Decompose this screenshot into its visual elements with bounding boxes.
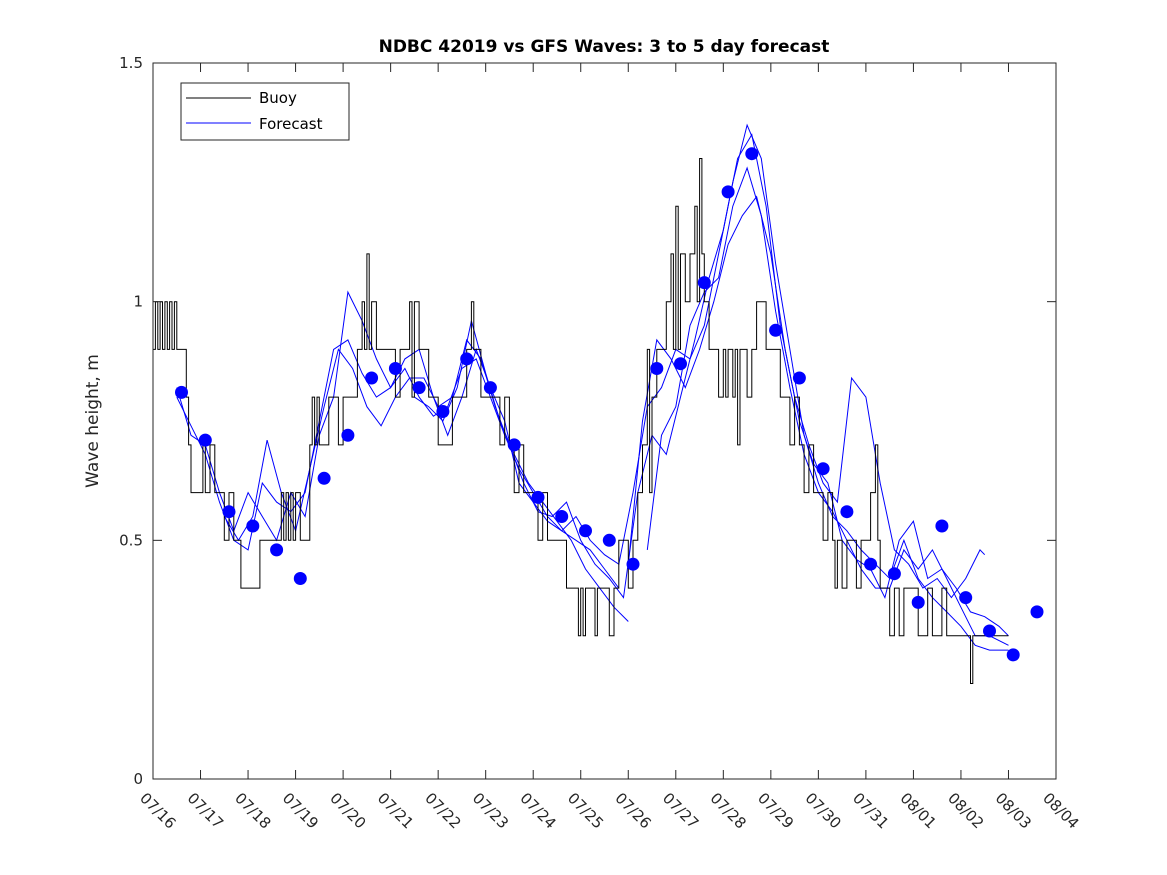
forecast-marker <box>602 533 616 547</box>
chart-title: NDBC 42019 vs GFS Waves: 3 to 5 day fore… <box>379 37 830 57</box>
forecast-marker <box>816 462 830 476</box>
forecast-marker <box>317 471 331 485</box>
legend-label-forecast: Forecast <box>259 115 323 133</box>
forecast-marker <box>436 405 450 418</box>
forecast-marker <box>412 381 426 395</box>
forecast-line-3 <box>223 133 986 599</box>
forecast-marker <box>1030 605 1044 619</box>
forecast-marker <box>769 323 783 337</box>
forecast-marker <box>935 519 949 533</box>
forecast-marker <box>388 362 402 375</box>
forecast-marker <box>792 371 806 385</box>
forecast-marker <box>674 357 687 371</box>
forecast-line-4 <box>414 320 629 622</box>
forecast-marker <box>341 428 355 442</box>
data-layer <box>153 123 1044 684</box>
forecast-marker <box>911 595 925 609</box>
forecast-marker <box>745 147 759 161</box>
forecast-marker <box>531 490 545 504</box>
y-axis-label: Wave height, m <box>83 354 103 488</box>
forecast-marker <box>983 624 996 638</box>
forecast-marker <box>650 362 664 375</box>
forecast-marker <box>293 572 307 585</box>
forecast-marker <box>887 567 901 581</box>
forecast-line-6 <box>646 166 1009 646</box>
forecast-marker <box>270 543 284 557</box>
buoy-line <box>153 158 1009 684</box>
forecast-marker <box>246 519 260 533</box>
forecast-marker <box>721 185 735 199</box>
legend-box <box>180 82 350 141</box>
forecast-marker <box>483 381 497 395</box>
forecast-marker <box>507 438 521 452</box>
forecast-marker <box>840 505 854 519</box>
forecast-marker <box>626 557 640 571</box>
forecast-marker <box>697 276 711 290</box>
legend-label-buoy: Buoy <box>259 89 297 107</box>
forecast-marker <box>222 505 236 519</box>
y-tick-label: 0.5 <box>119 531 143 549</box>
plot-area <box>153 63 1056 779</box>
legend: Buoy Forecast <box>180 82 350 141</box>
forecast-marker <box>1006 648 1020 662</box>
forecast-marker <box>365 371 379 385</box>
forecast-marker <box>198 433 212 447</box>
y-tick-label: 1 <box>133 293 143 311</box>
forecast-marker <box>460 352 474 366</box>
forecast-marker <box>579 524 592 538</box>
forecast-marker <box>555 510 569 523</box>
y-tick-label: 0 <box>133 770 143 788</box>
y-tick-label: 1.5 <box>119 54 143 72</box>
forecast-marker <box>175 385 188 399</box>
forecast-marker <box>959 591 973 605</box>
plot-frame <box>152 62 1057 780</box>
forecast-marker <box>864 557 878 571</box>
